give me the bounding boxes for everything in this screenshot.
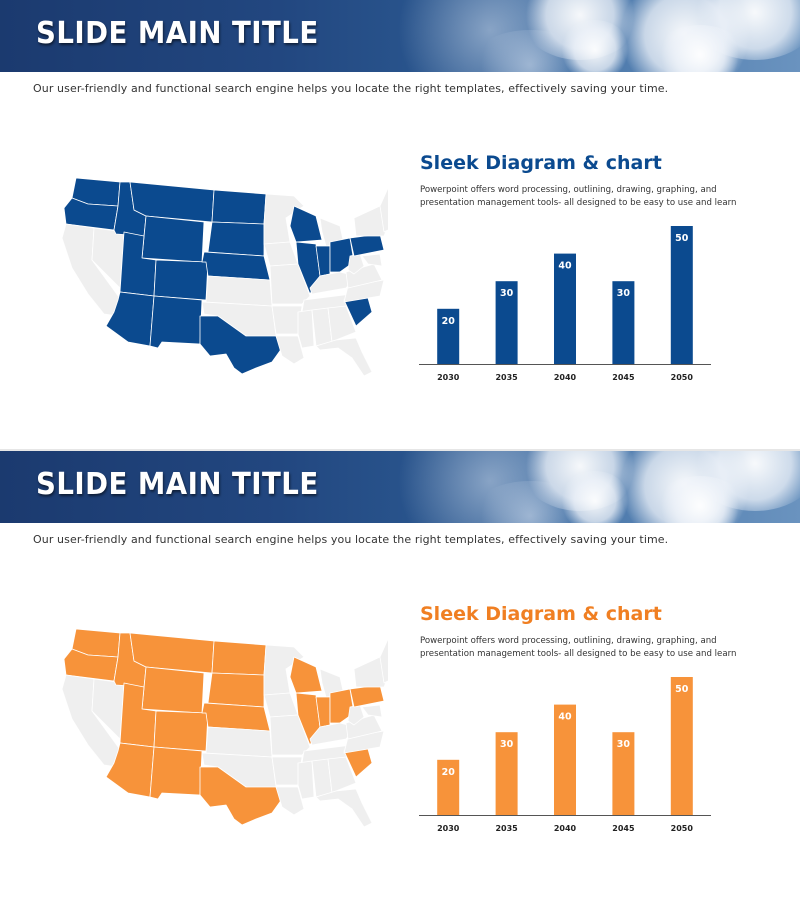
state-louisiana <box>275 335 305 365</box>
bar-2030 <box>437 308 460 364</box>
slide-separator <box>0 449 800 451</box>
state-mississippi <box>297 309 315 349</box>
state-south-dakota <box>207 221 265 257</box>
state-ohio <box>329 688 355 724</box>
bar-2050 <box>670 677 693 815</box>
state-north-dakota <box>211 640 267 676</box>
state-georgia <box>327 305 357 343</box>
us-map <box>61 177 388 376</box>
bar-chart: 20 2030 30 2035 40 2040 30 2045 50 2050 <box>419 226 711 382</box>
state-maryland <box>361 704 383 718</box>
bar-chart: 20 2030 30 2035 40 2040 30 2045 50 2050 <box>419 677 711 833</box>
state-wisconsin <box>289 205 323 243</box>
state-mississippi <box>297 760 315 800</box>
state-pennsylvania <box>349 684 385 708</box>
state-florida <box>315 788 373 827</box>
state-texas <box>199 766 283 826</box>
bar-2030 <box>437 759 460 815</box>
data-label-2050: 50 <box>675 233 689 244</box>
state-montana <box>129 632 215 674</box>
bar-2040 <box>554 253 576 364</box>
state-colorado <box>153 259 209 301</box>
bar-2040 <box>554 704 576 815</box>
state-iowa <box>263 692 299 718</box>
bar-2050 <box>670 226 693 364</box>
x-tick-label-2050: 2050 <box>671 373 694 382</box>
state-north-dakota <box>211 189 267 225</box>
diagram-description: Powerpoint offers word processing, outli… <box>420 636 737 659</box>
data-label-2050: 50 <box>675 684 689 695</box>
x-tick-label-2030: 2030 <box>437 824 460 833</box>
x-tick-label-2035: 2035 <box>495 373 518 382</box>
state-nebraska <box>201 702 271 732</box>
state-florida <box>315 337 373 376</box>
state-kansas <box>205 726 273 758</box>
bar-2035 <box>495 281 518 364</box>
state-south-dakota <box>207 672 265 708</box>
slide-subtitle: Our user-friendly and functional search … <box>33 533 669 546</box>
data-label-2035: 30 <box>500 739 514 750</box>
state-ohio <box>329 237 355 273</box>
state-wisconsin <box>289 656 323 694</box>
state-iowa <box>263 241 299 267</box>
bar-2045 <box>612 732 635 815</box>
state-georgia <box>327 756 357 794</box>
state-nebraska <box>201 251 271 281</box>
state-texas <box>199 315 283 375</box>
state-new-mexico <box>149 746 203 800</box>
x-tick-label-2035: 2035 <box>495 824 518 833</box>
x-tick-label-2045: 2045 <box>612 373 635 382</box>
diagram-heading: Sleek Diagram & chart <box>420 603 662 625</box>
state-montana <box>129 181 215 223</box>
state-wyoming <box>141 666 205 714</box>
data-label-2045: 30 <box>617 288 631 299</box>
x-tick-label-2045: 2045 <box>612 824 635 833</box>
state-new-mexico <box>149 295 203 349</box>
slide-subtitle: Our user-friendly and functional search … <box>33 82 669 95</box>
state-pennsylvania <box>349 233 385 257</box>
data-label-2030: 20 <box>442 316 456 327</box>
x-tick-label-2050: 2050 <box>671 824 694 833</box>
diagram-description: Powerpoint offers word processing, outli… <box>420 185 737 208</box>
data-label-2045: 30 <box>617 739 631 750</box>
state-new-england <box>379 638 388 684</box>
slide-2: SLIDE MAIN TITLE Our user-friendly and f… <box>0 451 800 900</box>
slide-1: SLIDE MAIN TITLE Our user-friendly and f… <box>0 0 800 449</box>
x-tick-label-2040: 2040 <box>554 373 577 382</box>
diagram-heading: Sleek Diagram & chart <box>420 152 662 174</box>
data-label-2035: 30 <box>500 288 514 299</box>
state-louisiana <box>275 786 305 816</box>
us-map <box>61 628 388 827</box>
sky-banner <box>0 451 800 523</box>
data-label-2040: 40 <box>558 712 572 723</box>
bar-2045 <box>612 281 635 364</box>
data-label-2040: 40 <box>558 261 572 272</box>
state-arkansas <box>271 756 303 786</box>
sky-banner <box>0 0 800 72</box>
state-maryland <box>361 253 383 267</box>
state-wyoming <box>141 215 205 263</box>
slide-title: SLIDE MAIN TITLE <box>36 467 319 502</box>
slide-title: SLIDE MAIN TITLE <box>36 16 319 51</box>
state-colorado <box>153 710 209 752</box>
x-tick-label-2030: 2030 <box>437 373 460 382</box>
state-kansas <box>205 275 273 307</box>
state-arkansas <box>271 305 303 335</box>
x-tick-label-2040: 2040 <box>554 824 577 833</box>
bar-2035 <box>495 732 518 815</box>
data-label-2030: 20 <box>442 767 456 778</box>
state-new-england <box>379 187 388 233</box>
